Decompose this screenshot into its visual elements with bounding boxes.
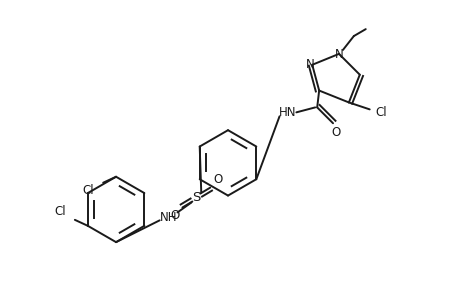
Text: NH: NH [159, 211, 177, 224]
Text: S: S [192, 191, 200, 204]
Text: HN: HN [278, 106, 296, 119]
Text: O: O [213, 173, 222, 186]
Text: Cl: Cl [54, 206, 66, 218]
Text: N: N [334, 48, 342, 62]
Text: O: O [169, 209, 179, 222]
Text: Cl: Cl [375, 106, 386, 119]
Text: N: N [305, 58, 314, 71]
Text: Cl: Cl [82, 184, 94, 197]
Text: O: O [330, 126, 340, 139]
